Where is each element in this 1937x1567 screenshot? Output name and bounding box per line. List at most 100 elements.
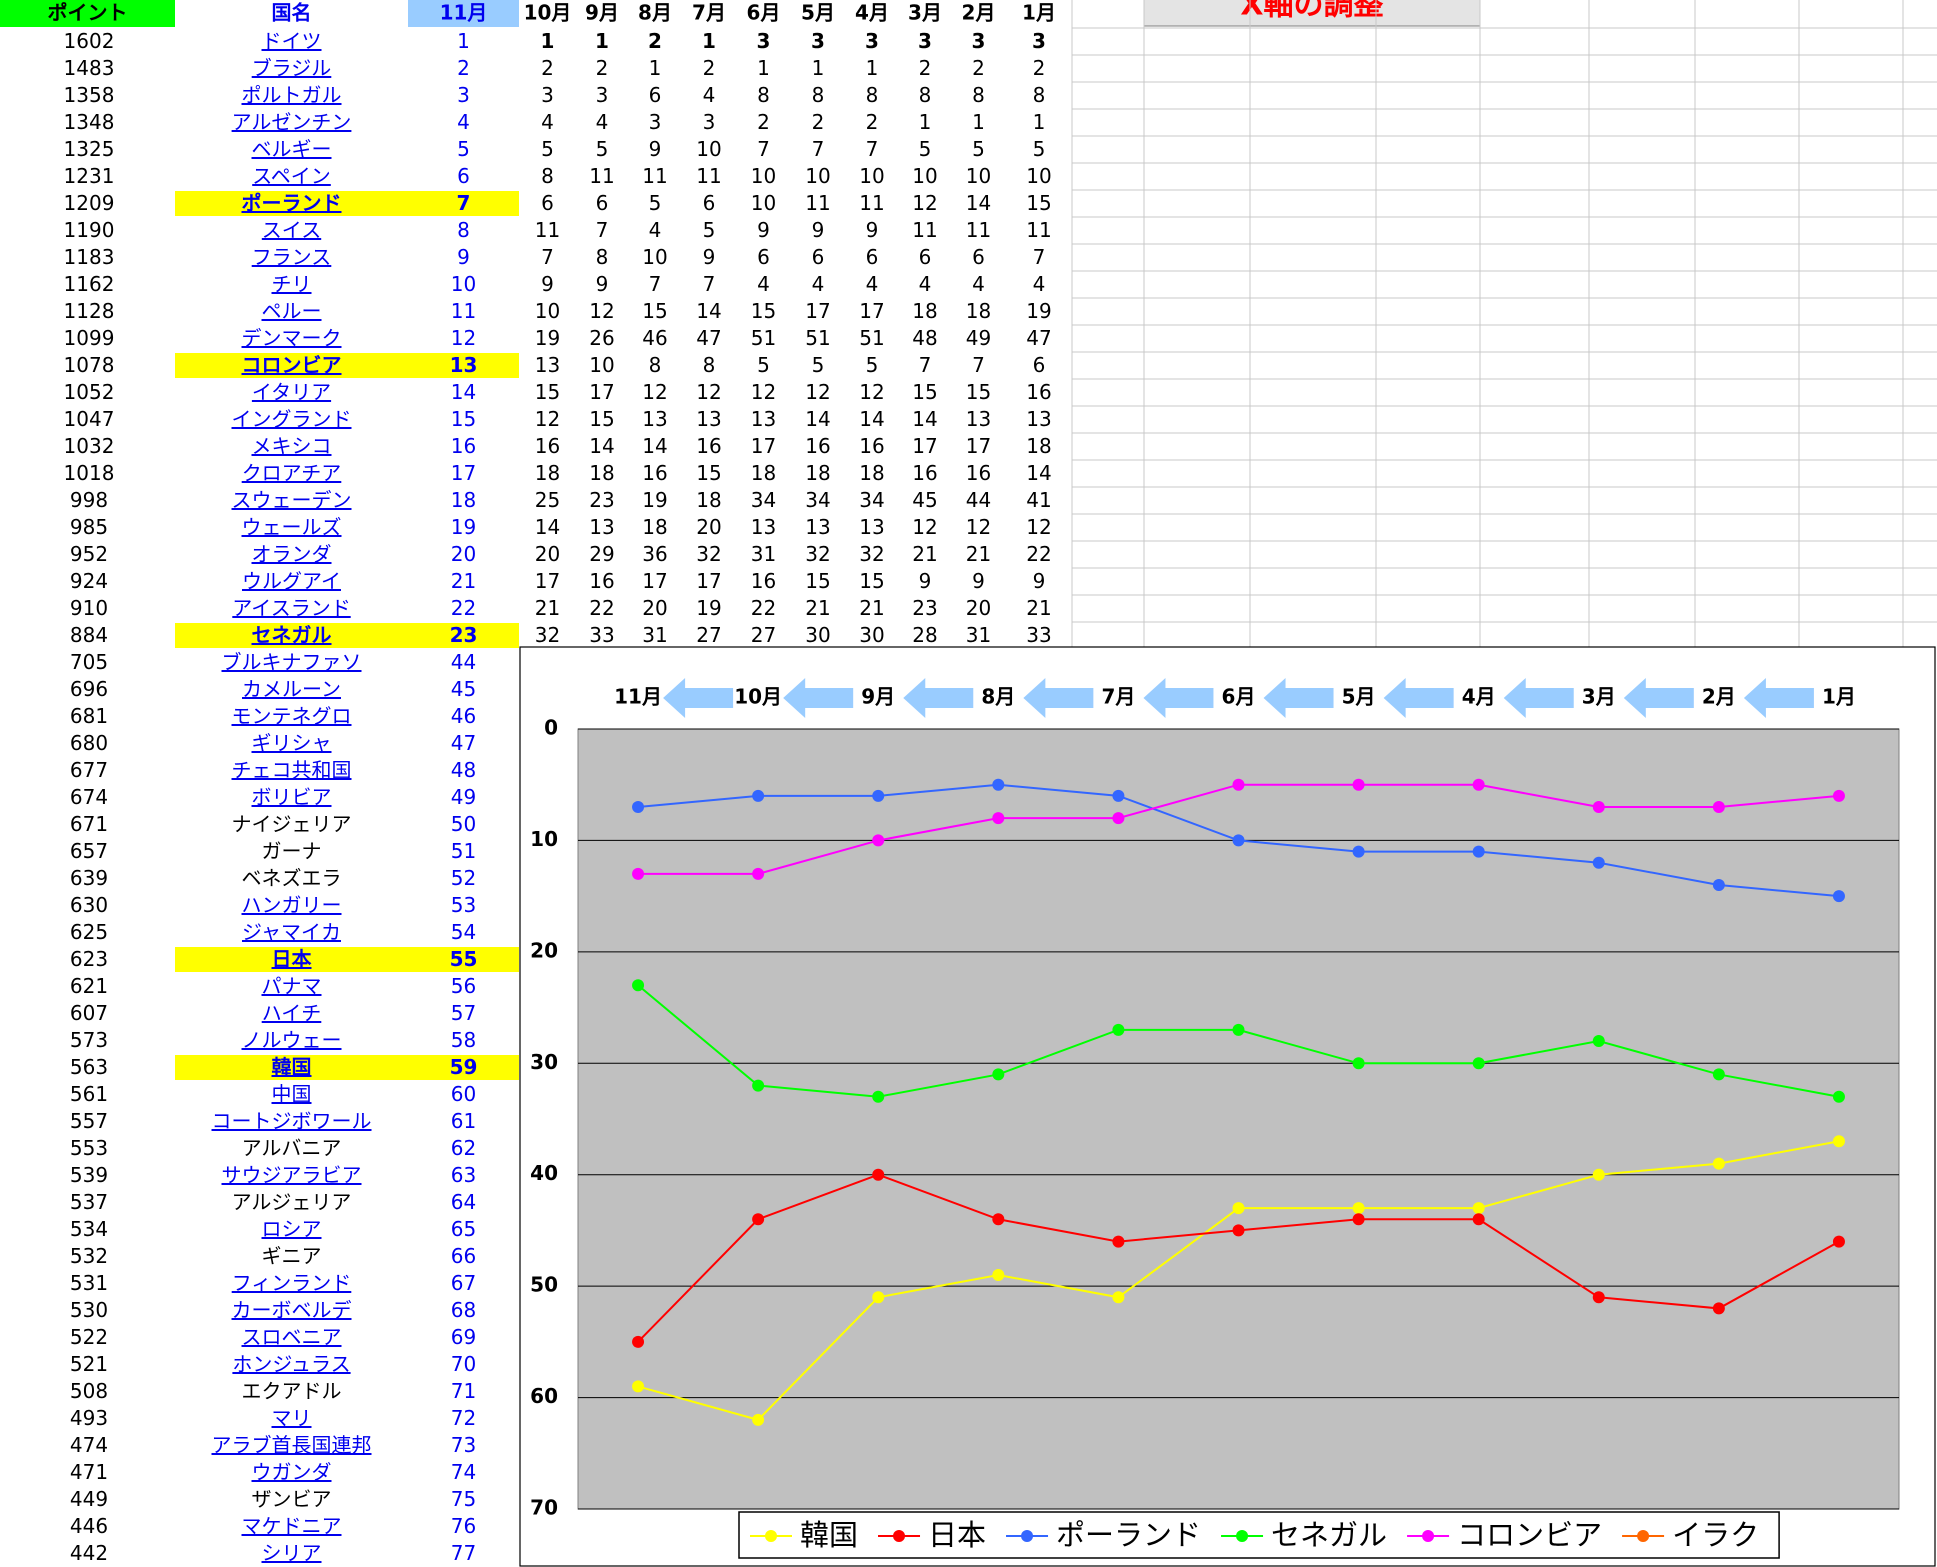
rank-cell: 4 [457, 110, 470, 134]
data-point [1592, 1035, 1605, 1047]
direction-arrow [1623, 678, 1694, 718]
data-point [1712, 1302, 1725, 1315]
button-label[interactable]: X軸の調整 [1240, 0, 1383, 23]
country-name[interactable]: ウルグアイ [242, 569, 341, 593]
history-rank: 2 [866, 110, 879, 134]
country-name[interactable]: セネガル [252, 623, 332, 647]
country-name[interactable]: スウェーデン [232, 488, 352, 512]
history-rank: 3 [703, 110, 716, 134]
country-name[interactable]: ハイチ [262, 1001, 322, 1025]
country-name[interactable]: 韓国 [272, 1055, 312, 1079]
country-name[interactable]: ギリシャ [252, 731, 332, 755]
country-name[interactable]: 中国 [272, 1082, 312, 1106]
column-header: 7月 [692, 1, 726, 25]
rank-cell: 15 [451, 407, 476, 431]
data-point [1712, 879, 1725, 891]
country-name[interactable]: フィンランド [232, 1271, 352, 1295]
rank-cell: 72 [451, 1406, 476, 1430]
points-cell: 561 [70, 1082, 108, 1106]
history-rank: 9 [757, 218, 770, 242]
data-point [1352, 1202, 1365, 1215]
history-rank: 2 [1033, 56, 1046, 80]
country-name[interactable]: ノルウェー [242, 1028, 342, 1052]
country-name[interactable]: ブラジル [252, 56, 332, 80]
country-name[interactable]: カメルーン [242, 677, 341, 701]
points-cell: 474 [70, 1433, 108, 1457]
country-name[interactable]: スロベニア [242, 1325, 342, 1349]
highlight-cell [175, 947, 519, 972]
country-name[interactable]: クロアチア [242, 461, 342, 485]
country-name[interactable]: ポルトガル [242, 83, 342, 107]
country-name[interactable]: ボリビア [252, 785, 332, 809]
country-name[interactable]: オランダ [252, 542, 332, 566]
country-name: アルバニア [242, 1136, 342, 1160]
country-name[interactable]: ペルー [262, 299, 322, 323]
history-rank: 17 [751, 434, 776, 458]
history-rank: 15 [589, 407, 614, 431]
data-point [1592, 856, 1605, 869]
country-name[interactable]: チェコ共和国 [232, 758, 352, 782]
country-name[interactable]: カーボベルデ [232, 1298, 352, 1322]
country-name[interactable]: モンテネグロ [232, 704, 352, 728]
country-name[interactable]: ウェールズ [242, 515, 342, 539]
country-name[interactable]: マリ [272, 1406, 312, 1430]
y-tick-label: 60 [530, 1384, 558, 1408]
country-name[interactable]: ハンガリー [242, 893, 342, 917]
history-rank: 5 [972, 137, 985, 161]
country-name[interactable]: マケドニア [242, 1514, 342, 1538]
history-rank: 6 [649, 83, 662, 107]
country-name[interactable]: アイスランド [232, 596, 350, 620]
country-name[interactable]: アラブ首長国連邦 [212, 1433, 372, 1457]
country-name[interactable]: イングランド [232, 407, 352, 431]
history-rank: 4 [972, 272, 985, 296]
country-name[interactable]: ロシア [262, 1217, 322, 1241]
history-rank: 20 [966, 596, 991, 620]
country-name[interactable]: スペイン [252, 164, 331, 188]
country-name[interactable]: デンマーク [242, 326, 342, 350]
points-cell: 557 [70, 1109, 108, 1133]
country-name[interactable]: ブルキナファソ [222, 650, 362, 674]
data-point [1472, 1057, 1485, 1070]
x-tick-label: 8月 [981, 685, 1015, 709]
history-rank: 48 [912, 326, 937, 350]
history-rank: 20 [535, 542, 560, 566]
country-name: アルジェリア [232, 1190, 352, 1214]
country-name[interactable]: ドイツ [262, 29, 322, 53]
country-name[interactable]: パナマ [262, 974, 322, 998]
history-rank: 19 [696, 596, 721, 620]
country-name[interactable]: ポーランド [242, 191, 342, 215]
history-rank: 4 [812, 272, 825, 296]
country-name[interactable]: ホンジュラス [232, 1352, 350, 1376]
country-name[interactable]: イタリア [252, 380, 331, 404]
country-name[interactable]: シリア [262, 1541, 322, 1565]
rank-cell: 19 [451, 515, 476, 539]
country-name[interactable]: フランス [252, 245, 332, 269]
rank-cell: 77 [451, 1541, 476, 1565]
data-point [1712, 1068, 1725, 1081]
country-name[interactable]: ウガンダ [252, 1460, 332, 1484]
country-name[interactable]: ジャマイカ [242, 920, 341, 944]
country-name[interactable]: 日本 [272, 947, 312, 971]
history-rank: 4 [757, 272, 770, 296]
country-name[interactable]: チリ [272, 272, 312, 296]
data-point [992, 778, 1005, 791]
country-name[interactable]: スイス [262, 218, 321, 242]
x-tick-label: 2月 [1702, 685, 1736, 709]
history-rank: 11 [966, 218, 991, 242]
rank-cell: 67 [451, 1271, 476, 1295]
country-name: エクアドル [242, 1379, 342, 1403]
country-name[interactable]: コートジボワール [212, 1109, 372, 1133]
history-rank: 18 [642, 515, 667, 539]
country-name[interactable]: ベルギー [252, 137, 332, 161]
history-rank: 9 [649, 137, 662, 161]
country-name[interactable]: メキシコ [252, 434, 332, 458]
history-rank: 1 [1033, 110, 1046, 134]
country-name[interactable]: コロンビア [242, 353, 342, 377]
country-name[interactable]: アルゼンチン [232, 110, 352, 134]
country-name[interactable]: サウジアラビア [222, 1163, 362, 1187]
rank-cell: 55 [450, 947, 478, 971]
history-rank: 14 [535, 515, 560, 539]
data-point [632, 1335, 645, 1348]
history-rank: 18 [966, 299, 991, 323]
points-cell: 1032 [64, 434, 115, 458]
